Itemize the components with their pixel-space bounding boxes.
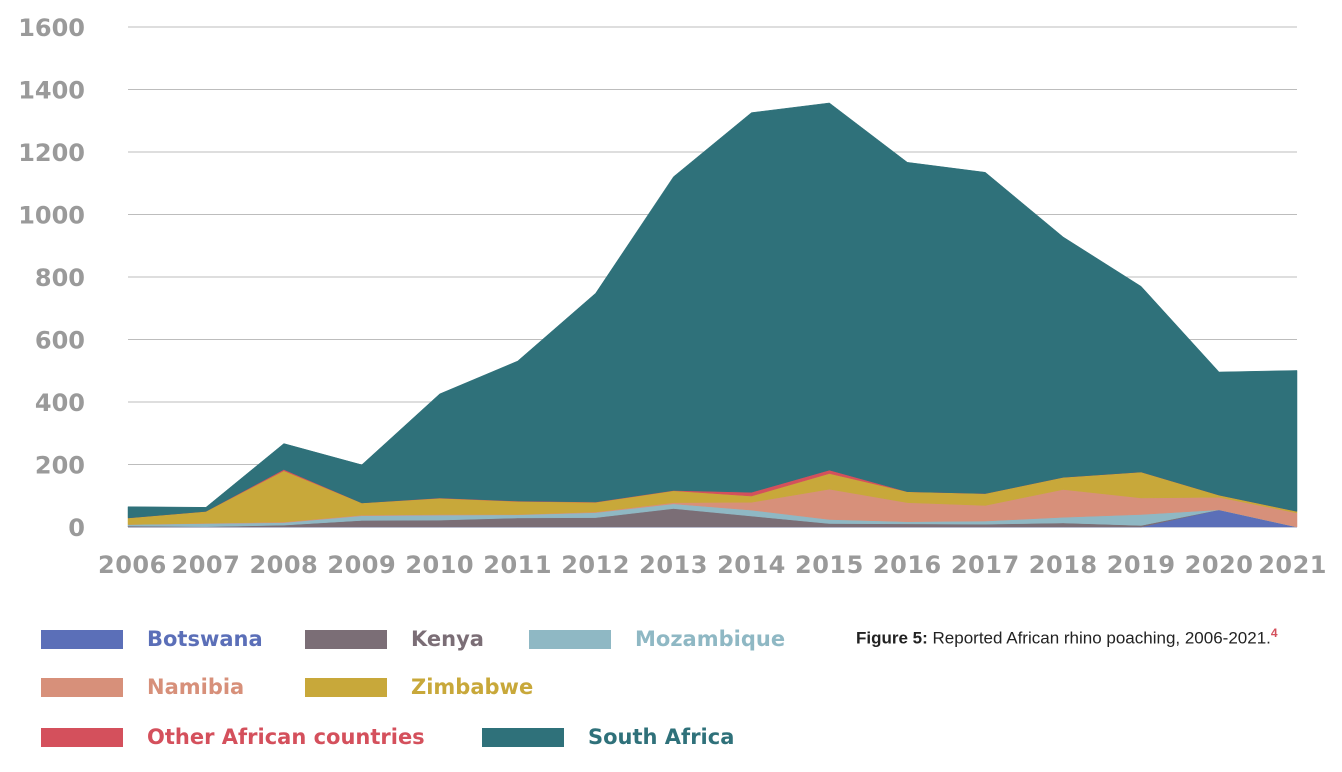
caption-prefix: Figure 5:: [856, 628, 928, 648]
legend-label: Mozambique: [635, 627, 786, 651]
legend-swatch: [529, 629, 611, 649]
x-tick-label: 2008: [249, 551, 318, 579]
legend-swatch: [41, 727, 123, 747]
x-tick-label: 2009: [327, 551, 396, 579]
x-axis-ticks: 2006 2007 2008 2009 2010 2011 2012 2013 2014 2015…: [98, 551, 1327, 579]
legend-label: Other African countries: [147, 725, 425, 749]
legend: Botswana Kenya Mozambique Namibia Zimbab…: [41, 627, 785, 749]
legend-item-mozambique: Mozambique: [529, 627, 785, 651]
area-series: [127, 102, 1298, 528]
legend-item-botswana: Botswana: [41, 627, 263, 651]
x-tick-label: 2016: [873, 551, 942, 579]
y-axis-ticks: 0 200 400 600 800 1000 1200 1400 1600: [18, 14, 85, 542]
y-tick-label: 0: [68, 514, 85, 542]
x-tick-label: 2014: [717, 551, 786, 579]
x-tick-label: 2019: [1107, 551, 1176, 579]
x-tick-label: 2018: [1029, 551, 1098, 579]
x-tick-label: 2011: [483, 551, 552, 579]
caption-text: Reported African rhino poaching, 2006-20…: [927, 628, 1271, 648]
x-tick-label: 2013: [639, 551, 708, 579]
legend-swatch: [41, 677, 123, 697]
x-tick-label: 2015: [795, 551, 864, 579]
y-tick-label: 200: [35, 452, 85, 480]
y-tick-label: 1600: [18, 14, 85, 42]
legend-swatch: [41, 629, 123, 649]
x-tick-label: 2020: [1185, 551, 1254, 579]
y-tick-label: 400: [35, 389, 85, 417]
figure-caption: Figure 5: Reported African rhino poachin…: [856, 626, 1278, 649]
x-tick-label: 2021: [1258, 551, 1327, 579]
area-south-africa: [127, 102, 1298, 519]
legend-label: South Africa: [588, 725, 735, 749]
legend-swatch: [305, 629, 387, 649]
legend-item-south-africa: South Africa: [482, 725, 734, 749]
legend-item-other-african-countries: Other African countries: [41, 725, 425, 749]
legend-item-namibia: Namibia: [41, 675, 244, 699]
x-tick-label: 2017: [951, 551, 1020, 579]
legend-item-zimbabwe: Zimbabwe: [305, 675, 533, 699]
y-tick-label: 600: [35, 327, 85, 355]
y-tick-label: 1000: [18, 202, 85, 230]
legend-label: Botswana: [147, 627, 263, 651]
x-tick-label: 2012: [561, 551, 630, 579]
y-tick-label: 1400: [18, 77, 85, 105]
x-tick-label: 2006: [98, 551, 167, 579]
legend-label: Zimbabwe: [411, 675, 534, 699]
y-tick-label: 800: [35, 264, 85, 292]
legend-label: Kenya: [411, 627, 484, 651]
x-tick-label: 2010: [405, 551, 474, 579]
x-tick-label: 2007: [172, 551, 241, 579]
legend-item-kenya: Kenya: [305, 627, 484, 651]
legend-swatch: [305, 677, 387, 697]
legend-swatch: [482, 727, 564, 747]
caption-footnote: 4: [1270, 626, 1278, 640]
legend-label: Namibia: [147, 675, 245, 699]
y-tick-label: 1200: [18, 139, 85, 167]
